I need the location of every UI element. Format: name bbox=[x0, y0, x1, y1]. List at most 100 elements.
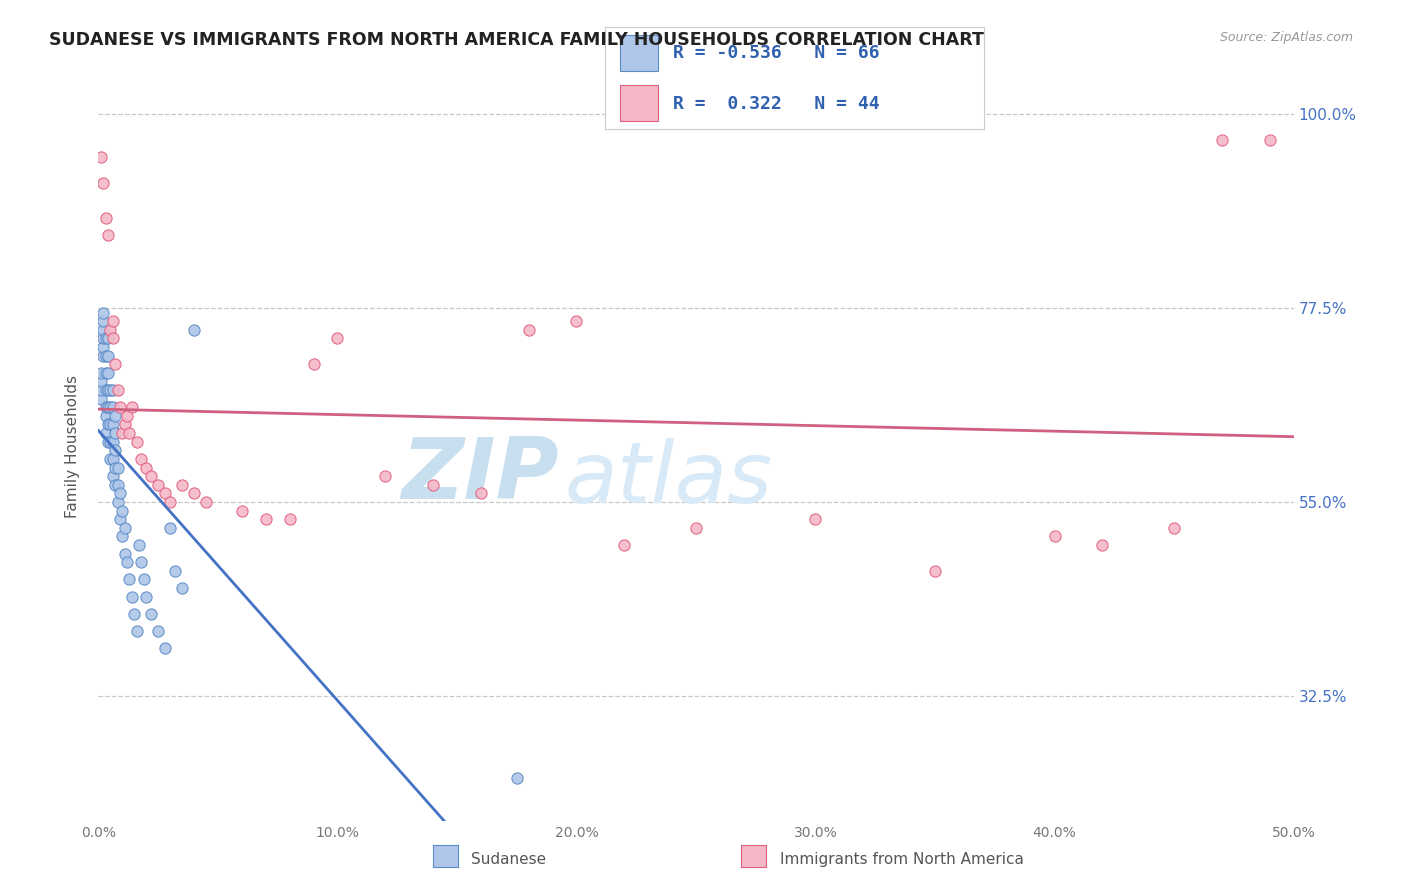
Point bbox=[121, 590, 143, 604]
Point bbox=[97, 417, 120, 432]
Point bbox=[97, 383, 120, 397]
Point bbox=[131, 555, 153, 569]
Bar bbox=[620, 35, 658, 70]
Point bbox=[101, 417, 124, 432]
Text: ZIP: ZIP bbox=[401, 434, 558, 517]
Point bbox=[183, 323, 205, 337]
Text: R = -0.536   N = 66: R = -0.536 N = 66 bbox=[673, 45, 880, 62]
Point bbox=[104, 357, 127, 371]
Point bbox=[91, 314, 114, 328]
Point bbox=[135, 460, 157, 475]
Point bbox=[98, 401, 122, 415]
Point bbox=[97, 331, 120, 345]
Point bbox=[131, 451, 153, 466]
Point bbox=[139, 469, 162, 483]
Bar bbox=[620, 86, 658, 121]
Point bbox=[1163, 521, 1185, 535]
Point bbox=[108, 401, 131, 415]
Text: R =  0.322   N = 44: R = 0.322 N = 44 bbox=[673, 95, 880, 112]
Point bbox=[94, 366, 117, 380]
Point bbox=[685, 521, 707, 535]
Point bbox=[111, 426, 134, 441]
Point bbox=[107, 383, 129, 397]
Text: atlas: atlas bbox=[565, 438, 772, 521]
Point bbox=[111, 529, 134, 543]
Point bbox=[107, 477, 129, 491]
Point bbox=[1211, 133, 1233, 147]
Point bbox=[94, 426, 117, 441]
Point bbox=[91, 331, 114, 345]
Point bbox=[924, 564, 946, 578]
Point bbox=[90, 383, 112, 397]
Point bbox=[374, 469, 396, 483]
Point bbox=[195, 495, 218, 509]
Point bbox=[108, 486, 131, 500]
Point bbox=[125, 434, 148, 449]
Point bbox=[101, 331, 124, 345]
Point bbox=[104, 443, 127, 458]
Point bbox=[98, 383, 122, 397]
Point bbox=[506, 771, 529, 785]
Point bbox=[108, 512, 131, 526]
Point bbox=[278, 512, 301, 526]
Point bbox=[90, 151, 112, 165]
Point bbox=[94, 409, 117, 423]
Point bbox=[804, 512, 827, 526]
Point bbox=[107, 495, 129, 509]
Point bbox=[94, 331, 117, 345]
Point bbox=[104, 426, 127, 441]
Point bbox=[98, 434, 122, 449]
Point bbox=[159, 521, 181, 535]
Point bbox=[94, 211, 117, 225]
Point bbox=[97, 366, 120, 380]
Point bbox=[101, 434, 124, 449]
Point bbox=[101, 383, 124, 397]
Point bbox=[91, 340, 114, 354]
Point bbox=[125, 624, 148, 639]
Point bbox=[91, 305, 114, 319]
Point bbox=[155, 486, 177, 500]
Point bbox=[114, 547, 136, 561]
Point bbox=[104, 409, 127, 423]
Point bbox=[302, 357, 325, 371]
Point bbox=[101, 451, 124, 466]
Point bbox=[1258, 133, 1281, 147]
Point bbox=[98, 323, 122, 337]
Point bbox=[517, 323, 540, 337]
Point bbox=[101, 469, 124, 483]
Point bbox=[97, 434, 120, 449]
Point bbox=[1043, 529, 1066, 543]
Point bbox=[107, 460, 129, 475]
Point bbox=[91, 177, 114, 191]
Point bbox=[231, 503, 253, 517]
Point bbox=[172, 477, 194, 491]
Point bbox=[118, 573, 141, 587]
Point bbox=[115, 409, 138, 423]
Point bbox=[97, 401, 120, 415]
Point bbox=[114, 417, 136, 432]
Point bbox=[565, 314, 588, 328]
Point bbox=[94, 383, 117, 397]
Point bbox=[148, 624, 170, 639]
Point bbox=[254, 512, 277, 526]
Point bbox=[124, 607, 146, 621]
Point bbox=[163, 564, 186, 578]
Point bbox=[101, 401, 124, 415]
Point bbox=[91, 323, 114, 337]
Point bbox=[104, 477, 127, 491]
Point bbox=[90, 392, 112, 406]
Point bbox=[94, 401, 117, 415]
Point bbox=[132, 573, 155, 587]
Point bbox=[155, 641, 177, 656]
Point bbox=[135, 590, 157, 604]
Text: Immigrants from North America: Immigrants from North America bbox=[780, 852, 1024, 867]
Point bbox=[114, 521, 136, 535]
Point bbox=[104, 460, 127, 475]
Point bbox=[115, 555, 138, 569]
Point bbox=[97, 227, 120, 242]
Point bbox=[101, 314, 124, 328]
Point bbox=[118, 426, 141, 441]
Point bbox=[1091, 538, 1114, 552]
Point bbox=[98, 417, 122, 432]
Point bbox=[91, 349, 114, 363]
